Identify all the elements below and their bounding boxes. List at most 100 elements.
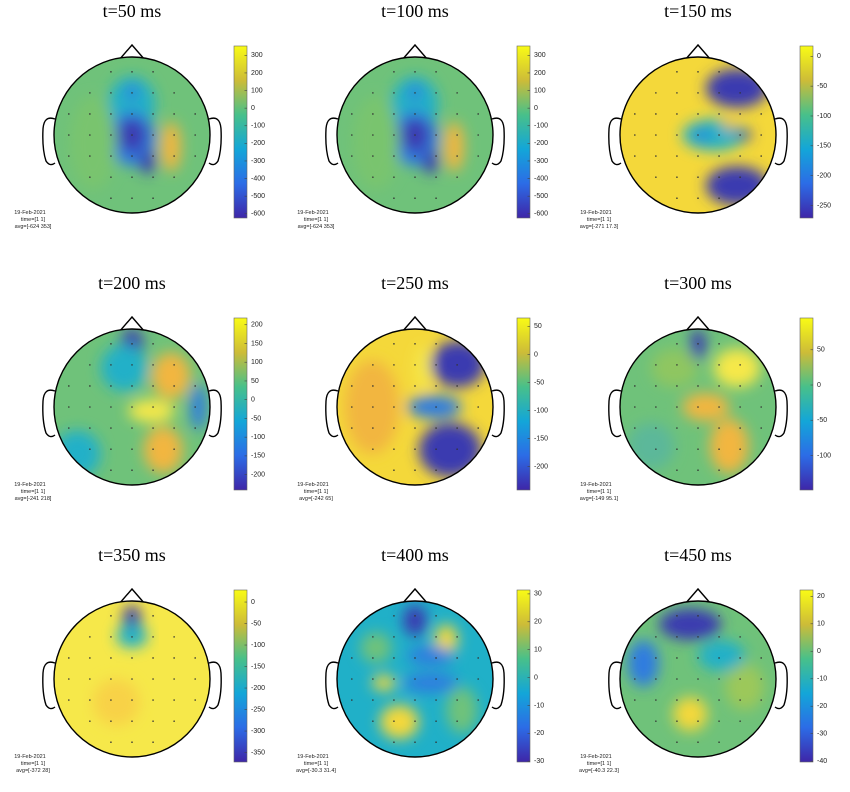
electrode (718, 176, 720, 178)
colorbar-tick-label: 0 (534, 351, 538, 358)
colorbar-tick-label: -100 (817, 452, 831, 459)
nose (684, 587, 712, 605)
colorbar-tick-label: 100 (251, 359, 263, 366)
scalp-blob (705, 166, 769, 206)
scalp-blob (713, 348, 761, 388)
right-ear (491, 117, 505, 166)
electrode (718, 720, 720, 722)
electrode (173, 406, 175, 408)
electrode (152, 155, 154, 157)
info-text: 19-Feb-2021 (14, 482, 46, 488)
panel-title: t=450 ms (664, 545, 732, 565)
electrode (152, 406, 154, 408)
nose (401, 587, 429, 605)
colorbar-tick-label: -200 (534, 463, 548, 470)
electrode (718, 657, 720, 659)
nose (401, 315, 429, 333)
scalp-blob (128, 399, 175, 423)
colorbar-tick-label: 50 (251, 378, 259, 385)
electrode (393, 636, 395, 638)
colorbar-tick-label: 0 (251, 105, 255, 112)
electrode (110, 469, 112, 471)
info-text: 19-Feb-2021 (297, 754, 329, 760)
electrode (173, 155, 175, 157)
electrode (152, 385, 154, 387)
colorbar-tick-label: -50 (251, 415, 261, 422)
electrode (456, 385, 458, 387)
info-text: avg=[-30.3 31.4] (296, 768, 336, 774)
scalp-blob (682, 119, 745, 151)
electrode (393, 134, 395, 136)
electrode (131, 71, 133, 73)
electrode (152, 448, 154, 450)
electrode (110, 699, 112, 701)
electrode (414, 92, 416, 94)
electrode (89, 427, 91, 429)
electrode (456, 636, 458, 638)
info-text: time=[1 1] (304, 489, 329, 495)
electrode (739, 176, 741, 178)
scalp-blob (659, 608, 722, 641)
electrode (393, 699, 395, 701)
electrode (655, 678, 657, 680)
electrode (435, 71, 437, 73)
electrode (194, 134, 196, 136)
colorbar-tick-label: 200 (251, 70, 263, 77)
electrode (435, 92, 437, 94)
info-text: 19-Feb-2021 (580, 754, 612, 760)
colorbar-tick-label: -200 (534, 140, 548, 147)
scalp-map (620, 57, 776, 213)
colorbar-tick-label: -150 (534, 435, 548, 442)
electrode (435, 427, 437, 429)
electrode (110, 406, 112, 408)
electrode (676, 92, 678, 94)
electrode (435, 134, 437, 136)
colorbar (233, 589, 248, 763)
electrode (697, 636, 699, 638)
electrode (697, 615, 699, 617)
electrode (676, 176, 678, 178)
electrode (456, 699, 458, 701)
electrode (718, 448, 720, 450)
electrode (110, 636, 112, 638)
colorbar (233, 317, 248, 491)
electrode (110, 155, 112, 157)
electrode (372, 406, 374, 408)
colorbar-tick-label: 20 (817, 593, 825, 600)
scalp-blob (673, 696, 708, 732)
electrode (435, 176, 437, 178)
colorbar-tick-label: 0 (534, 105, 538, 112)
scalp-blob (69, 96, 117, 190)
scalp-blob (151, 352, 191, 400)
info-text: 19-Feb-2021 (580, 210, 612, 216)
left-ear (325, 117, 339, 166)
colorbar-tick-label: -50 (251, 620, 261, 627)
electrode (414, 406, 416, 408)
electrode (634, 427, 636, 429)
scalp-blob (709, 418, 749, 474)
colorbar-tick-label: 0 (251, 599, 255, 606)
scalp-blob (446, 686, 478, 734)
electrode (131, 343, 133, 345)
electrode (414, 343, 416, 345)
electrode (718, 197, 720, 199)
electrode (760, 699, 762, 701)
electrode (110, 678, 112, 680)
electrode (456, 448, 458, 450)
electrode (131, 657, 133, 659)
nose (684, 43, 712, 61)
electrode (194, 113, 196, 115)
electrode (152, 720, 154, 722)
electrode (131, 92, 133, 94)
electrode (173, 385, 175, 387)
electrode (414, 720, 416, 722)
scalp-blob (422, 150, 439, 174)
electrode (173, 113, 175, 115)
electrode (414, 699, 416, 701)
info-text: avg=[-271 17.3] (580, 224, 619, 230)
electrode (655, 134, 657, 136)
colorbar-tick-label: -200 (251, 140, 265, 147)
electrode (456, 406, 458, 408)
colorbar (516, 317, 531, 491)
head-outline (53, 600, 211, 758)
